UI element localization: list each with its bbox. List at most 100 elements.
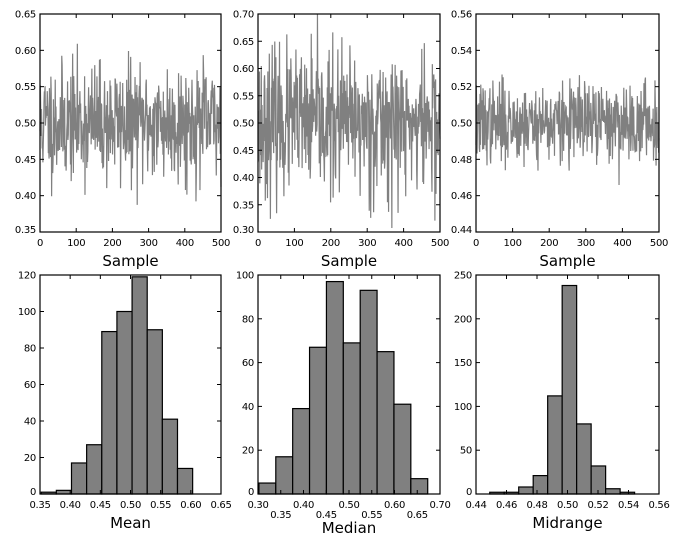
y-tick-label: 50 [460, 446, 472, 457]
y-tick-label: 0.40 [233, 173, 254, 184]
y-tick-label: 0.44 [451, 225, 472, 236]
x-tick-label: 0.50 [120, 500, 141, 511]
y-tick-label: 20 [24, 453, 36, 464]
y-tick-label: 0.40 [15, 191, 36, 202]
series-line [39, 43, 222, 205]
x-tick-label: 0.60 [180, 500, 201, 511]
x-tick-label: 500 [212, 238, 230, 249]
y-tick-label: 0 [248, 487, 254, 498]
histogram-bar [70, 462, 88, 495]
x-tick-label: 0 [255, 238, 261, 249]
series-line [475, 74, 660, 186]
y-tick-label: 40 [242, 402, 254, 413]
x-tick-label: 0.30 [247, 500, 268, 511]
y-tick-label: 0 [466, 487, 472, 498]
x-tick-label: 0.56 [648, 500, 669, 511]
y-tick-label: 60 [24, 380, 36, 391]
histogram-bar [576, 423, 592, 495]
x-tick-label: 0.45 [90, 500, 111, 511]
y-tick-label: 0.56 [451, 10, 472, 21]
x-tick-label: 0.52 [587, 500, 608, 511]
x-tick-label: 500 [431, 238, 449, 249]
y-tick-label: 0.70 [233, 10, 254, 21]
y-tick-label: 200 [454, 314, 472, 325]
subplot-midrange-bar: 0.44 0.46 0.48 0.50 0.52 0.54 0.56 0 50 100 150 200… [454, 271, 670, 533]
x-tick-label: 100 [504, 238, 522, 249]
histogram-bar [342, 342, 361, 495]
y-tick-label: 80 [242, 314, 254, 325]
histogram-bar [101, 330, 118, 495]
y-tick-label: 100 [454, 402, 472, 413]
x-axis-label: Mean [110, 514, 151, 532]
histogram-bar [561, 284, 578, 495]
y-tick-label: 20 [242, 446, 254, 457]
histogram-bar [547, 395, 563, 495]
histogram-bar [393, 403, 412, 495]
x-tick-label: 0.70 [429, 500, 450, 511]
y-tick-label: 0.35 [233, 200, 254, 211]
x-tick-label: 400 [176, 238, 194, 249]
x-tick-label: 0.40 [60, 500, 81, 511]
x-axis-label: Sample [321, 252, 377, 270]
histogram-bar [292, 407, 311, 495]
x-tick-label: 100 [67, 238, 85, 249]
y-tick-label: 100 [18, 307, 36, 318]
x-tick-label: 0 [473, 238, 479, 249]
x-tick-label: 0.50 [338, 500, 359, 511]
y-tick-label: 0.60 [233, 64, 254, 75]
y-tick-label: 0.54 [451, 46, 472, 57]
x-tick-label: 0.48 [526, 500, 547, 511]
histogram-bar [146, 329, 163, 495]
x-axis-label: Median [322, 519, 377, 537]
x-tick-label: 0.46 [496, 500, 517, 511]
y-tick-label: 150 [454, 358, 472, 369]
histogram-bar [86, 444, 103, 495]
histogram-bar [605, 488, 621, 495]
histogram-bar [590, 465, 607, 495]
x-tick-label: 300 [577, 238, 595, 249]
subplot-median-bar: 0.300.350.400.450.500.550.600.650.70 0 20 4… [236, 271, 451, 538]
y-tick-label: 0.45 [233, 146, 254, 157]
y-tick-label: 250 [454, 271, 472, 282]
x-tick-label: 400 [613, 238, 631, 249]
x-tick-label: 100 [285, 238, 303, 249]
x-tick-label: 0 [37, 238, 43, 249]
x-tick-label: 0.40 [293, 500, 314, 511]
subplot-mean-bar: 0.35 0.40 0.45 0.50 0.55 0.60 0.65 0 20 40 60 80 100… [18, 271, 232, 533]
y-tick-label: 120 [18, 271, 36, 282]
x-tick-label: 500 [650, 238, 668, 249]
subplot-sample-line: 0 100 200 300 400 500 0.44 0.46 0.48 0.50 0.52 0.54… [451, 10, 668, 271]
histogram-bar [258, 482, 277, 495]
histogram-bar [410, 478, 429, 495]
x-axis-label: Midrange [532, 514, 602, 532]
histogram-bar [376, 351, 395, 495]
x-axis-label: Sample [539, 252, 595, 270]
y-tick-label: 0.30 [233, 225, 254, 236]
y-tick-label: 0.50 [233, 119, 254, 130]
y-tick-label: 0.52 [451, 82, 472, 93]
histogram-bar [275, 456, 294, 495]
subplot-sample-line: 0 100 200 300 400 500 0.35 0.40 0.45 0.50 0.55 0.60… [15, 10, 230, 271]
y-tick-label: 80 [24, 344, 36, 355]
histogram-bar [308, 346, 328, 495]
x-tick-label: 0.55 [150, 500, 171, 511]
y-tick-label: 60 [242, 358, 254, 369]
x-tick-label: 0.60 [384, 500, 405, 511]
subplot-sample-line: 0 100 200 300 400 500 0.30 0.35 0.40 0.45 0.50 0.55… [233, 10, 449, 271]
x-tick-label: 400 [395, 238, 413, 249]
histogram-bar [116, 310, 133, 495]
series-line [257, 13, 441, 228]
y-tick-label: 100 [236, 271, 254, 282]
histogram-bar [532, 475, 549, 495]
y-tick-label: 0.50 [15, 119, 36, 130]
y-tick-label: 0.65 [15, 10, 36, 21]
y-tick-label: 0.50 [451, 119, 472, 130]
y-tick-label: 0.65 [233, 37, 254, 48]
x-tick-label: 0.50 [557, 500, 578, 511]
histogram-bar [518, 486, 534, 495]
x-tick-label: 0.45 [316, 510, 337, 521]
x-tick-label: 300 [358, 238, 376, 249]
y-tick-label: 0.60 [15, 46, 36, 57]
x-tick-label: 0.35 [29, 500, 50, 511]
